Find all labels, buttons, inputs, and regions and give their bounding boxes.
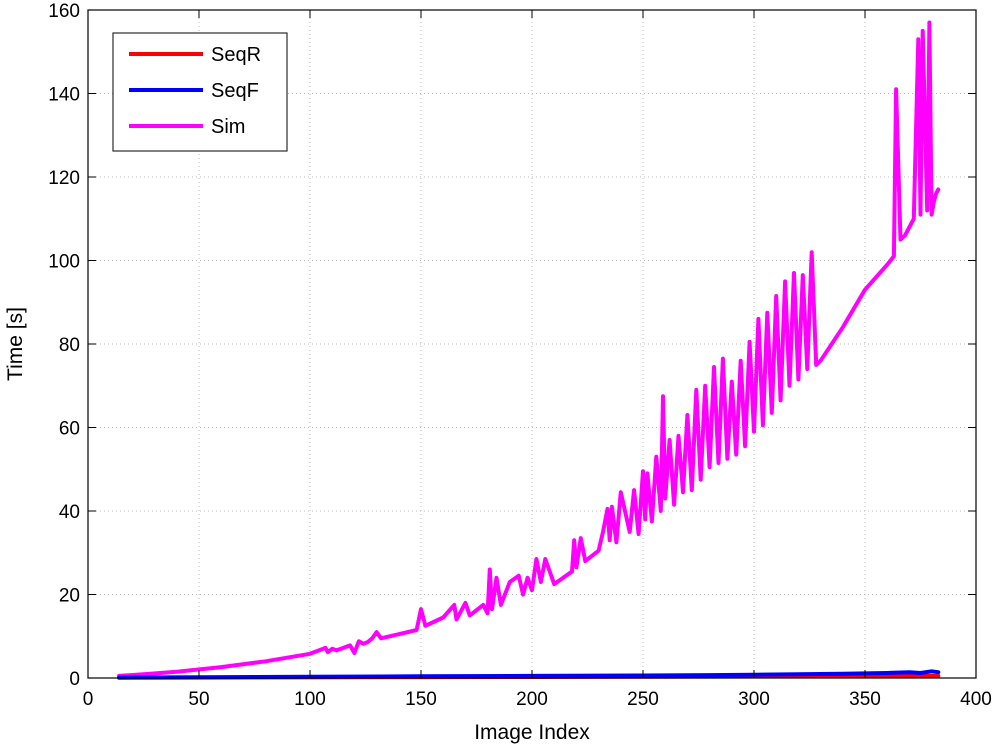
axis-ticks: 0 50 100 150 200 250 300 350 400 0 20 40 60 80 100 120 1… bbox=[48, 1, 992, 710]
x-tick-label: 300 bbox=[738, 689, 770, 710]
grid-lines bbox=[88, 10, 976, 678]
x-tick-label: 250 bbox=[627, 689, 659, 710]
legend-label-sim: Sim bbox=[211, 116, 245, 138]
y-axis-label: Time [s] bbox=[4, 307, 27, 381]
y-tick-label: 80 bbox=[59, 335, 80, 356]
series-line-sim bbox=[117, 20, 941, 678]
x-axis-label: Image Index bbox=[474, 721, 590, 744]
legend-label-seqr: SeqR bbox=[211, 44, 261, 66]
x-tick-label: 400 bbox=[960, 689, 992, 710]
y-tick-label: 160 bbox=[48, 1, 80, 22]
x-tick-label: 0 bbox=[83, 689, 94, 710]
series-line-seqf bbox=[117, 669, 941, 680]
y-tick-label: 100 bbox=[48, 252, 80, 273]
legend-label-seqf: SeqF bbox=[211, 80, 259, 102]
legend: SeqR SeqF Sim bbox=[112, 32, 288, 152]
y-tick-label: 20 bbox=[59, 586, 80, 607]
y-tick-label: 120 bbox=[48, 168, 80, 189]
y-tick-label: 0 bbox=[69, 669, 80, 690]
x-tick-label: 150 bbox=[405, 689, 437, 710]
x-tick-label: 50 bbox=[188, 689, 209, 710]
y-tick-label: 40 bbox=[59, 502, 80, 523]
x-tick-label: 100 bbox=[294, 689, 326, 710]
x-tick-label: 350 bbox=[849, 689, 881, 710]
y-tick-label: 60 bbox=[59, 419, 80, 440]
y-tick-label: 140 bbox=[48, 85, 80, 106]
x-tick-label: 200 bbox=[516, 689, 548, 710]
